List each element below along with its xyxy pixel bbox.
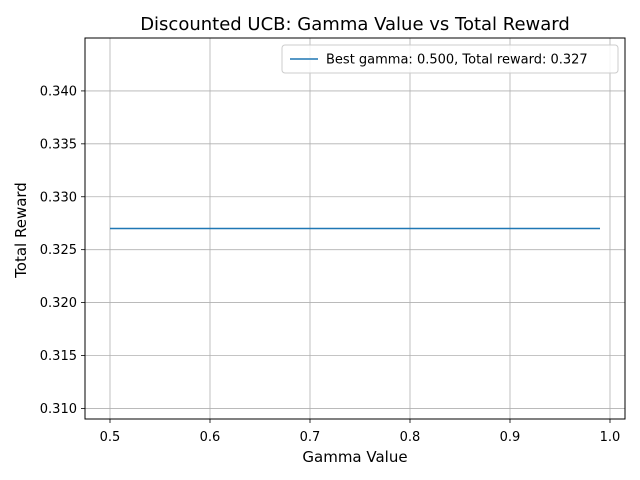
x-tick-label: 0.5	[100, 430, 121, 445]
x-axis-label: Gamma Value	[302, 448, 407, 466]
y-tick-label: 0.325	[40, 243, 77, 258]
x-tick-label: 0.8	[400, 430, 421, 445]
axis-ticks: 0.5 0.6 0.7 0.8 0.9 1.0 0.310 0.315 0.320 0.325 0.…	[40, 84, 621, 445]
x-tick-label: 0.9	[500, 430, 521, 445]
y-tick-label: 0.340	[40, 84, 77, 99]
x-tick-label: 1.0	[600, 430, 621, 445]
x-tick-label: 0.6	[200, 430, 221, 445]
legend-box	[281, 44, 619, 74]
legend: Best gamma: 0.500, Total reward: 0.327	[281, 44, 619, 74]
plot-frame	[84, 37, 626, 420]
y-tick-label: 0.310	[40, 402, 77, 417]
y-tick-label: 0.335	[40, 137, 77, 152]
chart-title: Discounted UCB: Gamma Value vs Total Rew…	[140, 14, 570, 35]
x-tick-label: 0.7	[300, 430, 321, 445]
y-tick-label: 0.315	[40, 349, 77, 364]
y-axis-label: Total Reward	[12, 182, 30, 279]
y-tick-label: 0.320	[40, 296, 77, 311]
y-tick-label: 0.330	[40, 190, 77, 205]
legend-label: Best gamma: 0.500, Total reward: 0.327	[326, 53, 588, 68]
